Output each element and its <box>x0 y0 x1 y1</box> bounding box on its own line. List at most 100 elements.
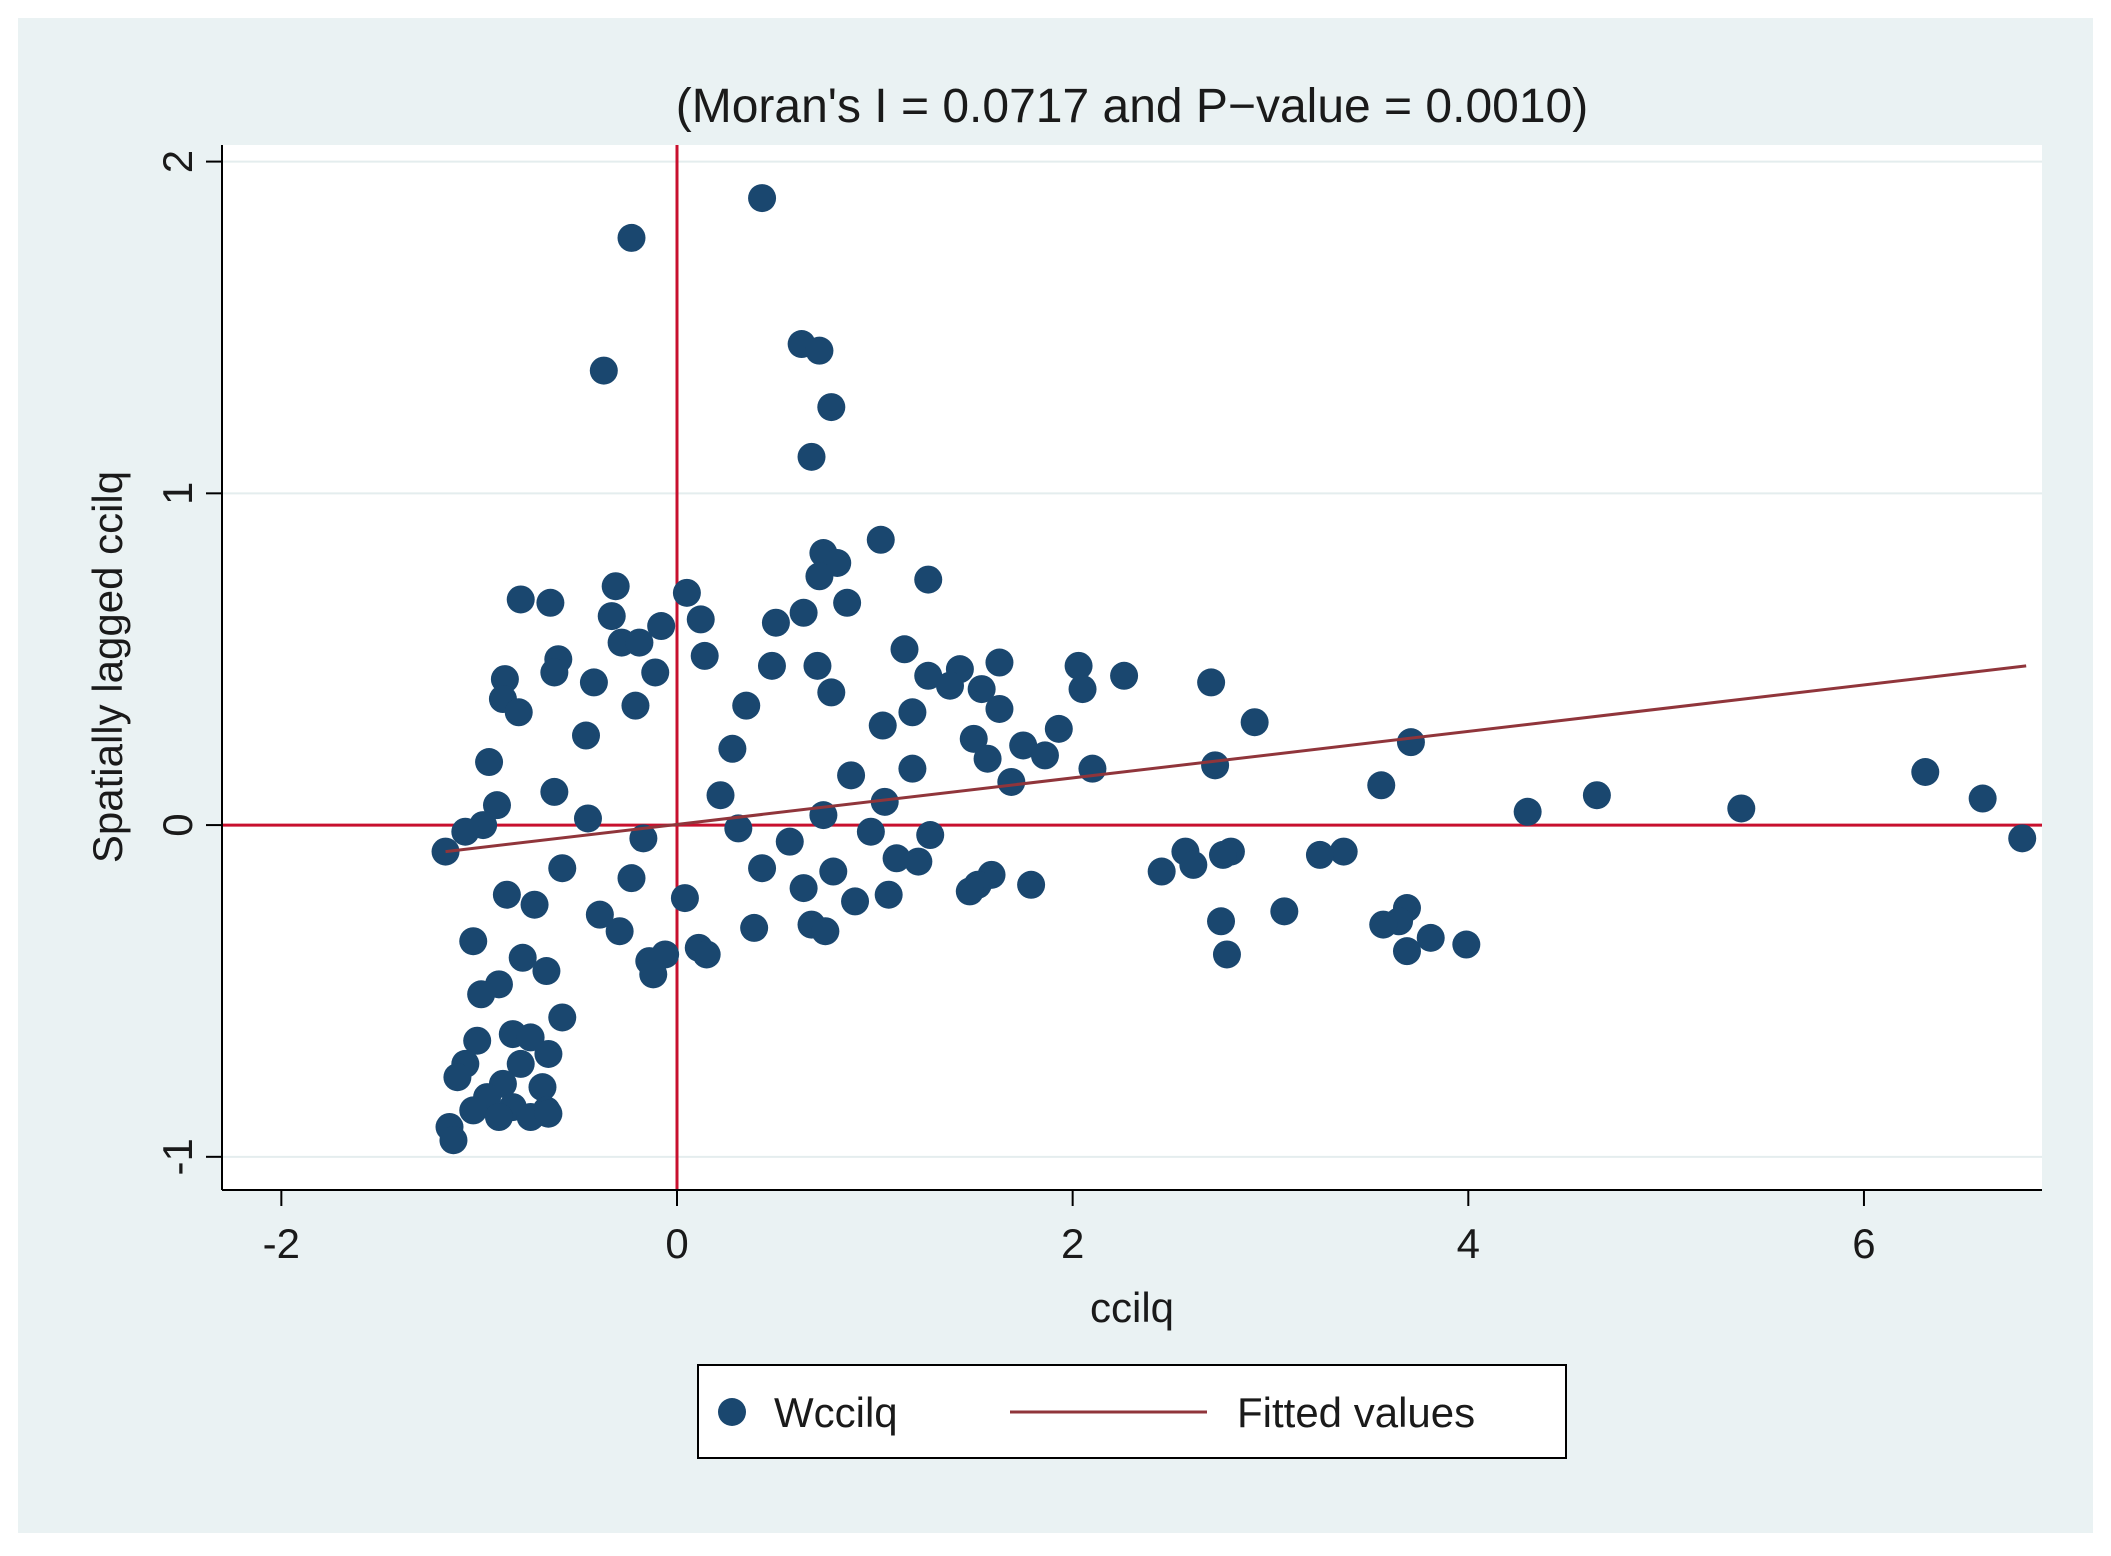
scatter-point <box>868 711 897 740</box>
scatter-point <box>898 754 927 783</box>
scatter-point <box>718 734 747 763</box>
scatter-point <box>504 698 533 727</box>
scatter-point <box>1044 714 1073 743</box>
scatter-point <box>740 913 769 942</box>
scatter-point <box>540 658 569 687</box>
scatter-point <box>1179 850 1208 879</box>
scatter-point <box>463 1026 492 1055</box>
scatter-point <box>1329 837 1358 866</box>
scatter-point <box>1207 907 1236 936</box>
scatter-point <box>506 585 535 614</box>
scatter-point <box>536 588 565 617</box>
scatter-point <box>817 678 846 707</box>
scatter-point <box>955 877 984 906</box>
scatter-point <box>1078 754 1107 783</box>
axes: -2 0 2 4 6 -1 0 1 2 <box>154 145 2042 1267</box>
scatter-point <box>1968 784 1997 813</box>
scatter-point <box>1270 897 1299 926</box>
scatter-point <box>443 1063 472 1092</box>
legend-marker-wccilq <box>718 1398 746 1426</box>
scatter-point <box>572 721 600 750</box>
scatter-point <box>589 356 618 385</box>
scatter-point <box>639 960 668 989</box>
scatter-point <box>959 724 988 753</box>
scatter-point <box>625 628 654 657</box>
scatter-point <box>1201 751 1230 780</box>
scatter-point <box>811 917 840 946</box>
scatter-point <box>540 777 569 806</box>
scatter-point <box>890 635 919 664</box>
scatter-point <box>475 748 504 777</box>
scatter-point <box>670 884 699 913</box>
x-tick-label: 0 <box>665 1220 688 1267</box>
scatter-point <box>459 1096 488 1125</box>
scatter-point <box>973 744 1002 773</box>
scatter-point <box>508 943 537 972</box>
scatter-point <box>748 854 777 883</box>
scatter-point <box>1147 857 1176 886</box>
scatter-point <box>1240 708 1269 737</box>
scatter-point <box>748 184 777 213</box>
scatter-point <box>914 565 943 594</box>
scatter-point <box>692 940 721 969</box>
scatter-point <box>757 651 786 680</box>
scatter-point <box>985 648 1014 677</box>
scatter-point <box>534 1099 563 1128</box>
scatter-point <box>819 857 848 886</box>
x-tick-label: 4 <box>1457 1220 1480 1267</box>
scatter-point <box>1911 758 1940 786</box>
scatter-point <box>805 336 834 365</box>
x-axis-label: ccilq <box>1090 1284 1174 1331</box>
scatter-point <box>621 691 650 720</box>
scatter-point <box>761 608 790 637</box>
y-tick-label: 2 <box>154 150 201 173</box>
scatter-point <box>985 694 1014 723</box>
scatter-point <box>997 767 1026 796</box>
scatter-point <box>789 874 818 903</box>
scatter-point <box>579 668 608 697</box>
scatter-point <box>803 651 832 680</box>
chart-title: (Moran's I = 0.0717 and P−value = 0.0010… <box>676 80 1588 133</box>
scatter-point <box>1452 930 1481 959</box>
scatter-point <box>904 847 933 876</box>
scatter-point <box>882 844 911 873</box>
scatter-point <box>605 917 634 946</box>
x-tick-label: -2 <box>263 1220 300 1267</box>
scatter-point <box>1367 771 1396 800</box>
scatter-point <box>686 605 715 634</box>
scatter-point <box>874 880 903 909</box>
scatter-point <box>516 1023 545 1052</box>
scatter-point <box>841 887 870 916</box>
scatter-point <box>1068 675 1097 704</box>
scatter-point <box>534 1039 563 1068</box>
legend-label-fitted: Fitted values <box>1237 1389 1475 1436</box>
scatter-point <box>732 691 761 720</box>
scatter-point <box>492 880 521 909</box>
scatter-point <box>914 661 943 690</box>
fitted-line <box>445 664 2027 854</box>
scatter-point <box>1110 661 1139 690</box>
scatter-point <box>467 980 496 1009</box>
scatter-point <box>672 578 701 607</box>
scatter-point <box>936 671 964 700</box>
scatter-point <box>1030 741 1059 770</box>
scatter-point <box>916 821 945 850</box>
scatter-point <box>520 890 549 919</box>
scatter-point <box>870 787 899 816</box>
scatter-point <box>1305 840 1334 869</box>
scatter-point <box>817 393 846 422</box>
scatter-point <box>833 588 862 617</box>
scatter-point <box>1582 781 1611 810</box>
scatter-point <box>629 824 658 853</box>
y-tick-label: -1 <box>154 1138 201 1175</box>
scatter-point <box>1416 923 1445 952</box>
scatter-point <box>1017 870 1046 899</box>
scatter-point <box>573 804 602 833</box>
scatter-point <box>617 864 646 893</box>
scatter-point <box>617 223 646 252</box>
y-axis-label: Spatially lagged ccilq <box>84 471 131 863</box>
scatter-point <box>601 572 630 601</box>
x-tick-label: 2 <box>1061 1220 1084 1267</box>
